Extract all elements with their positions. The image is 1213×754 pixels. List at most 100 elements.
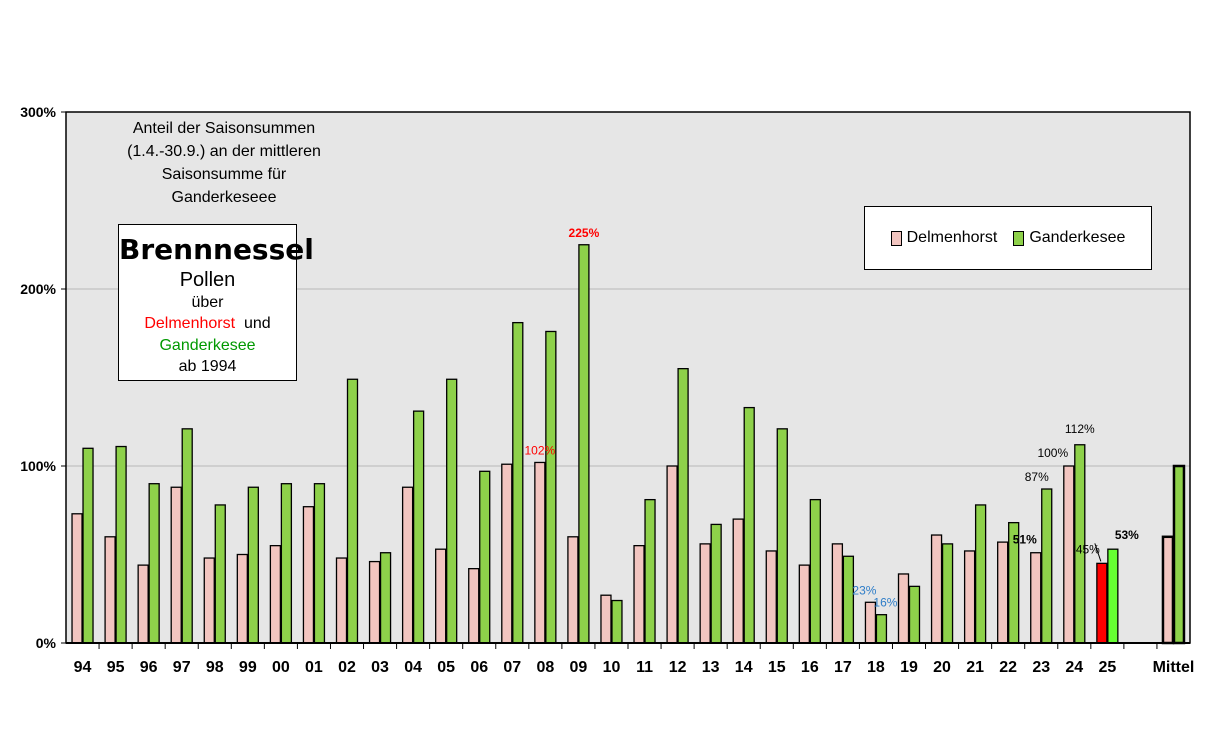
- bar-delmenhorst-96: [137, 564, 149, 644]
- bar-delmenhorst-01: [302, 506, 315, 644]
- y-tick-label: 0%: [36, 635, 57, 651]
- description-line-3: Saisonsumme für: [161, 166, 287, 183]
- x-tick-label: 03: [371, 659, 389, 676]
- data-label: 23%: [852, 583, 876, 597]
- bar-ganderkesee-25: [1107, 548, 1119, 644]
- bar-ganderkesee-94: [82, 447, 94, 644]
- data-label: 100%: [1037, 446, 1068, 460]
- bar-ganderkesee-15: [776, 428, 788, 644]
- bar-ganderkesee-16: [809, 498, 821, 644]
- x-tick-label: 07: [503, 659, 521, 676]
- x-tick-label: 94: [74, 659, 92, 676]
- x-tick-label: 23: [1032, 659, 1050, 676]
- bar-delmenhorst-05: [435, 548, 447, 644]
- x-tick-label: 05: [437, 659, 455, 676]
- bar-delmenhorst-23: [1030, 552, 1042, 644]
- title-box-connector: und: [243, 315, 271, 332]
- bar-ganderkesee-08: [545, 330, 557, 644]
- x-tick-label: 96: [140, 659, 158, 676]
- bar-delmenhorst-13: [699, 543, 711, 644]
- title-box-over: über: [191, 294, 224, 311]
- data-label: 112%: [1065, 422, 1095, 436]
- leader-line: [1094, 543, 1102, 562]
- title-box-heading: Brennnessel: [119, 233, 314, 266]
- bar-ganderkesee-18: [875, 614, 888, 644]
- x-tick-label: 20: [933, 659, 951, 676]
- bar-delmenhorst-03: [368, 560, 381, 644]
- x-tick-label: 16: [801, 659, 819, 676]
- description-line-4: Ganderkeseee: [171, 189, 277, 206]
- bar-delmenhorst-22: [997, 541, 1009, 644]
- bar-delmenhorst-08: [534, 461, 546, 644]
- bar-delmenhorst-21: [963, 550, 976, 644]
- bar-ganderkesee-19: [908, 585, 921, 644]
- bar-ganderkesee-23: [1041, 488, 1053, 644]
- bar-delmenhorst-Mittel: [1161, 535, 1175, 645]
- bar-delmenhorst-25: [1096, 562, 1108, 644]
- axes: 0% 100% 200% 300% 94 95 96 97 98 99 00 01 02 03 04 05 06…: [20, 104, 1194, 676]
- y-tick-label: 300%: [20, 104, 56, 120]
- data-label: 87%: [1025, 470, 1049, 484]
- bar-delmenhorst-09: [567, 536, 579, 644]
- x-tick-label: 06: [470, 659, 488, 676]
- description-line-2: (1.4.-30.9.) an der mittleren: [127, 143, 321, 160]
- bar-ganderkesee-02: [346, 378, 359, 644]
- bar-ganderkesee-07: [512, 321, 524, 644]
- bar-ganderkesee-00: [280, 483, 293, 644]
- bar-ganderkesee-01: [313, 483, 326, 644]
- bar-ganderkesee-09: [578, 244, 590, 644]
- x-tick-label: 02: [338, 659, 356, 676]
- bar-delmenhorst-99: [236, 553, 248, 644]
- data-label: 51%: [1013, 533, 1037, 547]
- data-label: 16%: [873, 596, 897, 610]
- bar-ganderkesee-11: [644, 498, 656, 644]
- bar-ganderkesee-95: [115, 445, 127, 644]
- x-tick-label: 04: [404, 659, 422, 676]
- bar-ganderkesee-21: [974, 504, 987, 644]
- data-labels: 225% 102% 23%16% 51% 87% 100% 112% 45% 53%: [525, 226, 1140, 610]
- x-tick-label: 11: [636, 659, 653, 676]
- bar-ganderkesee-10: [611, 599, 623, 644]
- bar-delmenhorst-17: [831, 543, 844, 644]
- bar-delmenhorst-02: [335, 557, 348, 644]
- x-tick-label: 24: [1065, 659, 1083, 676]
- bar-ganderkesee-13: [710, 523, 722, 644]
- legend-item-delmenhorst: Delmenhorst: [890, 229, 997, 247]
- y-tick-label: 100%: [20, 458, 56, 474]
- bar-delmenhorst-19: [897, 573, 910, 644]
- y-tick-label: 200%: [20, 281, 56, 297]
- x-tick-label: 99: [239, 659, 257, 676]
- bar-delmenhorst-07: [501, 463, 513, 644]
- bar-delmenhorst-24: [1063, 465, 1075, 644]
- x-tick-label: 21: [966, 659, 984, 676]
- bar-ganderkesee-05: [446, 378, 458, 644]
- bar-delmenhorst-15: [765, 550, 777, 644]
- data-label: 225%: [569, 226, 600, 240]
- bar-delmenhorst-12: [666, 465, 678, 644]
- x-tick-label: 01: [305, 659, 323, 676]
- title-box-station-1: Delmenhorst: [144, 315, 236, 332]
- bar-delmenhorst-10: [600, 594, 612, 644]
- bar-delmenhorst-97: [170, 486, 182, 644]
- title-box-subtitle: Pollen: [179, 269, 236, 291]
- bar-ganderkesee-03: [379, 552, 392, 644]
- chart-description: Anteil der Saisonsummen (1.4.-30.9.) an …: [72, 117, 376, 209]
- bar-delmenhorst-98: [203, 557, 215, 644]
- x-tick-label: 98: [206, 659, 224, 676]
- bar-delmenhorst-06: [468, 568, 480, 644]
- data-label: 102%: [525, 443, 556, 457]
- bar-ganderkesee-99: [247, 486, 259, 644]
- bar-ganderkesee-12: [677, 367, 689, 644]
- data-label: 45%: [1076, 542, 1100, 556]
- x-tick-label: 18: [867, 659, 885, 676]
- title-box-since: ab 1994: [178, 358, 237, 375]
- bar-ganderkesee-98: [214, 504, 226, 644]
- x-tick-label: 10: [603, 659, 621, 676]
- x-tick-label: 22: [999, 659, 1017, 676]
- x-tick-label: 19: [900, 659, 918, 676]
- bar-delmenhorst-95: [104, 536, 116, 644]
- legend-swatch-ganderkesee: [1013, 230, 1025, 246]
- title-box: Brennnessel Pollen über Delmenhorst und …: [118, 224, 314, 381]
- x-tick-label: 08: [536, 659, 554, 676]
- description-line-1: Anteil der Saisonsummen: [132, 120, 316, 137]
